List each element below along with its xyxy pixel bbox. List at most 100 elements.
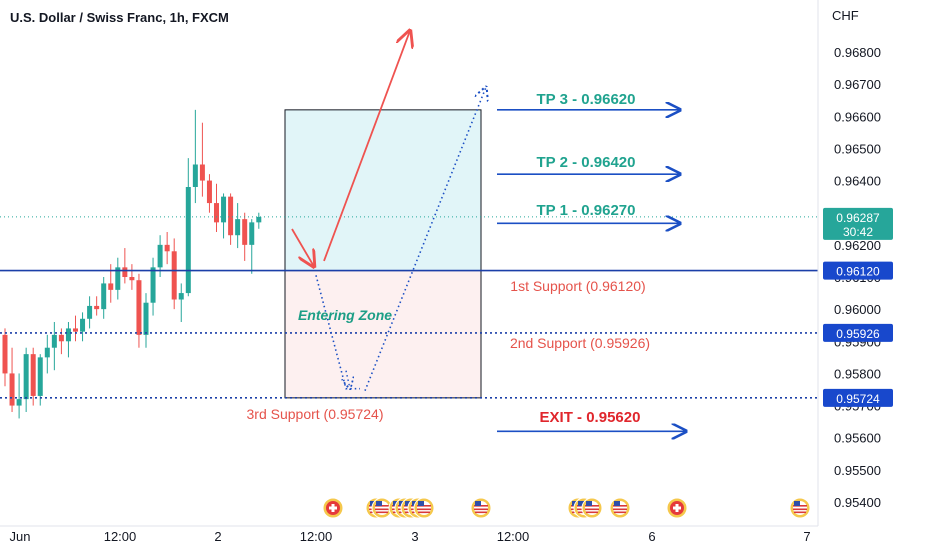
candle-body <box>256 216 262 223</box>
candle-body <box>65 328 71 342</box>
price-tick-label: 0.95800 <box>834 366 881 381</box>
us-flag-event-icon[interactable] <box>581 497 603 519</box>
event-stripe <box>375 508 389 511</box>
event-canton <box>578 501 584 506</box>
us-flag-event-icon[interactable] <box>609 497 631 519</box>
zones <box>284 109 482 399</box>
candle-body <box>9 373 15 406</box>
event-stripe <box>475 511 487 514</box>
swiss-flag-event-icon[interactable] <box>666 497 688 519</box>
candle-body <box>73 328 78 332</box>
entering-zone-label: Entering Zone <box>298 307 392 323</box>
us-flag-event-icon[interactable] <box>470 497 492 519</box>
event-stripe <box>376 511 388 514</box>
event-stripe <box>614 511 626 514</box>
candle-body <box>80 318 86 332</box>
candle-body <box>143 302 149 335</box>
level-tag-1 <box>823 261 893 280</box>
candle-body <box>221 196 227 223</box>
candle-body <box>101 283 107 310</box>
candle-body <box>44 347 50 358</box>
event-stripe <box>474 508 488 511</box>
countdown-label: 30:42 <box>843 225 873 239</box>
candle-body <box>199 164 205 181</box>
candle-body <box>87 305 93 319</box>
level-tag-2 <box>823 323 893 342</box>
price-tick-label: 0.96000 <box>834 302 881 317</box>
time-tick-label: 2 <box>214 529 221 544</box>
level-tag-label: 0.95926 <box>836 327 880 341</box>
candle-body <box>2 334 8 374</box>
us-flag-event-icon[interactable] <box>789 497 811 519</box>
event-stripe <box>417 508 431 511</box>
time-axis[interactable]: Jun 12:00 2 12:00 3 12:00 6 7 <box>0 525 818 544</box>
candle-body <box>249 222 255 245</box>
event-canton <box>418 501 424 506</box>
us-flag-event-icon[interactable] <box>413 497 435 519</box>
current-price-tag <box>823 207 893 240</box>
price-tick-label: 0.96800 <box>834 45 881 60</box>
price-tick-label: 0.95500 <box>834 463 881 478</box>
tp3-label: TP 3 - 0.96620 <box>537 91 636 108</box>
event-stripe <box>418 511 430 514</box>
price-tick-label: 0.96600 <box>834 109 881 124</box>
candle-body <box>228 196 234 236</box>
red-dip-arrow <box>291 228 314 267</box>
time-tick-label: 12:00 <box>497 529 530 544</box>
event-canton <box>405 501 411 506</box>
event-stripe <box>613 508 627 511</box>
candle-body <box>51 334 57 348</box>
candle-body <box>115 267 121 290</box>
event-canton <box>614 501 620 506</box>
candle-body <box>171 251 177 300</box>
time-tick-label: Jun <box>10 529 31 544</box>
event-stripe <box>586 511 598 514</box>
tp1-label: TP 1 - 0.96270 <box>537 202 636 219</box>
dotted-dip-arrowhead <box>346 370 350 389</box>
event-cross-h <box>329 506 337 510</box>
red-rise-arrow <box>323 31 410 262</box>
candle-body <box>206 180 212 204</box>
candle-body <box>136 280 142 335</box>
time-tick-label: 7 <box>803 529 810 544</box>
candle-body <box>94 305 100 310</box>
event-stripe <box>585 508 599 511</box>
drawings <box>291 31 686 432</box>
level-tag-label: 0.96120 <box>836 265 880 279</box>
price-tick-label: 0.96500 <box>834 141 881 156</box>
candle-body <box>23 354 29 400</box>
candles <box>2 109 262 419</box>
swiss-flag-event-icon[interactable] <box>322 497 344 519</box>
candle-body <box>235 219 241 236</box>
event-markers[interactable] <box>322 497 811 519</box>
tp2-label: TP 2 - 0.96420 <box>537 154 636 171</box>
time-tick-label: 12:00 <box>300 529 333 544</box>
exit-label: EXIT - 0.95620 <box>540 409 641 426</box>
level-tag-3 <box>823 388 893 407</box>
event-stripe <box>793 508 807 511</box>
price-tick-label: 0.95400 <box>834 495 881 510</box>
candle-body <box>30 354 36 396</box>
time-tick-label: 12:00 <box>104 529 137 544</box>
support-2-label: 2nd Support (0.95926) <box>510 335 650 351</box>
price-tick-label: 0.96200 <box>834 238 881 253</box>
event-canton <box>794 501 800 506</box>
event-stripe <box>794 511 806 514</box>
support-1-label: 1st Support (0.96120) <box>510 278 645 294</box>
price-axis[interactable]: CHF 0.96800 0.96700 0.96600 0.96500 0.96400 0… <box>817 0 932 526</box>
candle-body <box>122 267 128 277</box>
support-levels <box>0 216 818 399</box>
candle-body <box>129 277 135 281</box>
candle-body <box>164 244 170 252</box>
candle-body <box>37 357 43 396</box>
candle-body <box>242 219 248 245</box>
level-tag-label: 0.95724 <box>836 392 880 406</box>
support-3-label: 3rd Support (0.95724) <box>247 406 384 422</box>
current-price-label: 0.96287 <box>836 211 880 225</box>
time-tick-label: 6 <box>648 529 655 544</box>
candle-body <box>16 399 22 406</box>
candle-body <box>214 203 219 223</box>
chart-title: U.S. Dollar / Swiss Franc, 1h, FXCM <box>10 10 229 25</box>
